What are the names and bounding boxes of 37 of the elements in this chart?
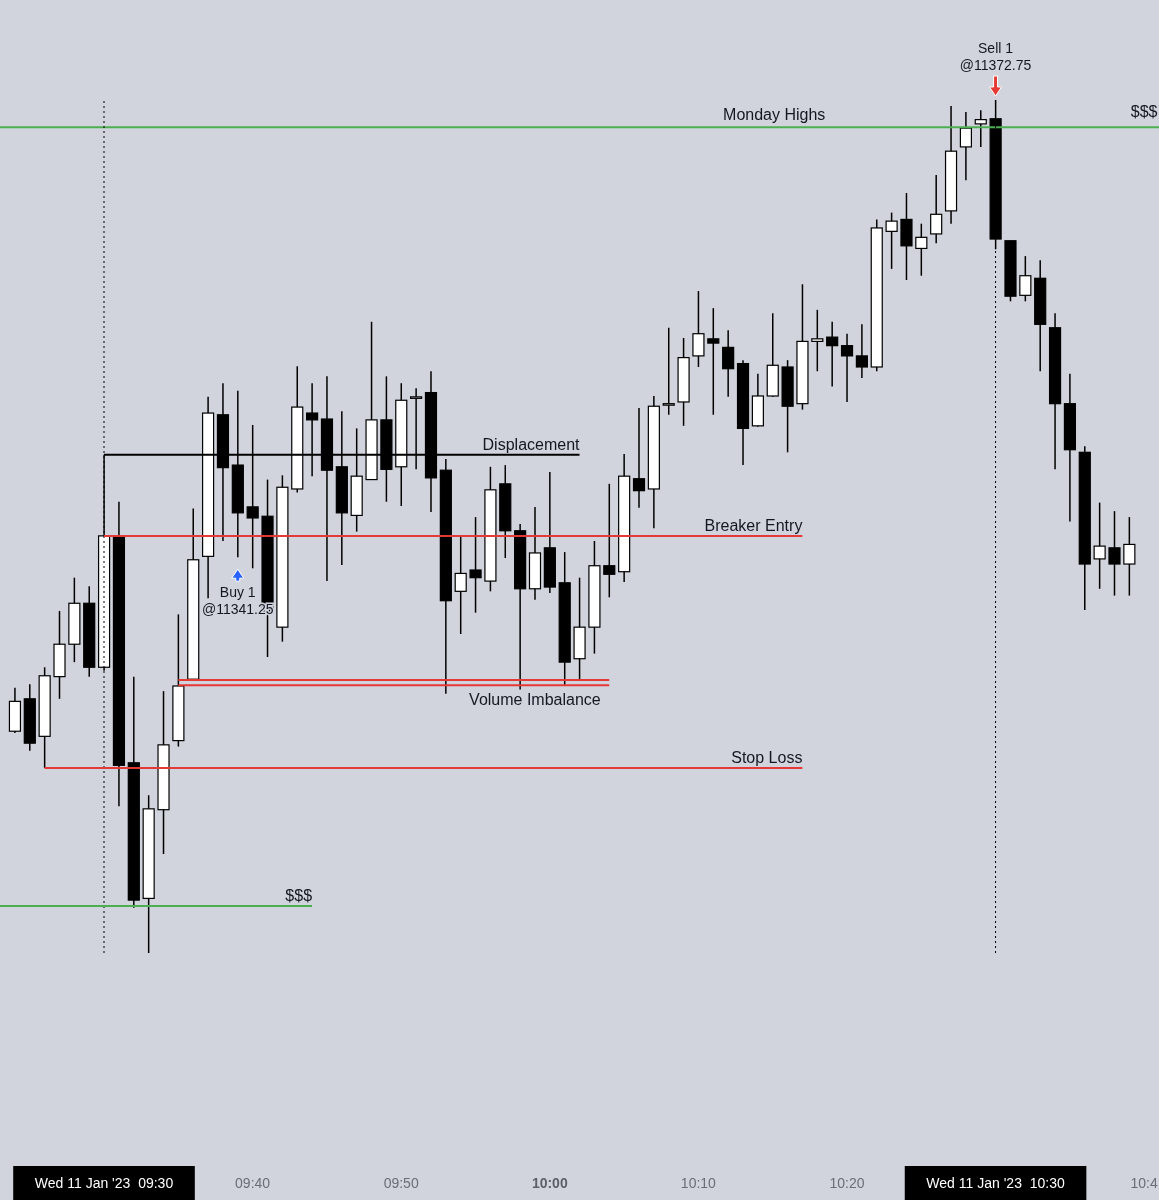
candlestick — [1093, 501, 1106, 590]
annotation: $$$ — [1130, 103, 1158, 121]
candlestick — [469, 516, 482, 614]
series-label: Stop Loss — [731, 748, 803, 766]
candlestick — [915, 222, 928, 277]
candlestick — [811, 309, 824, 372]
candlestick — [662, 327, 675, 416]
candlestick — [840, 332, 854, 403]
x-tick-label: Wed 11 Jan '23 10:30 — [926, 1175, 1065, 1191]
candlestick — [603, 483, 616, 599]
x-tick-label: 10:20 — [829, 1175, 865, 1191]
candlestick — [1108, 510, 1121, 597]
series-label: Displacement — [482, 435, 581, 453]
ref-line-label: Monday Highs — [723, 106, 826, 124]
x-tick-label: 09:50 — [383, 1175, 419, 1191]
candlestick — [454, 534, 467, 635]
series-label: Breaker Entry — [704, 516, 803, 534]
candlestick — [885, 211, 898, 270]
candlestick — [930, 174, 943, 245]
x-tick-label: 10:4 — [1130, 1175, 1158, 1191]
candlestick — [692, 290, 705, 368]
x-tick-label: 10:10 — [680, 1175, 717, 1191]
annotation: Volume Imbalance — [469, 691, 601, 709]
x-tick-label: Wed 11 Jan '23 09:30 — [34, 1175, 174, 1191]
candlestick — [722, 329, 735, 398]
series-label: $$$ — [285, 887, 313, 905]
candlestick — [959, 111, 972, 181]
candlestick — [826, 321, 839, 388]
candlestick — [855, 323, 868, 379]
annotation: Sell 1 @11372.75 — [959, 40, 1032, 73]
x-tick-label: 09:40 — [235, 1175, 271, 1191]
candlestick — [632, 407, 646, 509]
x-tick-label: 10:00 — [531, 1175, 568, 1191]
candlestick — [974, 109, 987, 148]
candlestick — [1019, 255, 1032, 303]
candlestick — [1123, 516, 1136, 597]
candlestick — [707, 307, 720, 416]
